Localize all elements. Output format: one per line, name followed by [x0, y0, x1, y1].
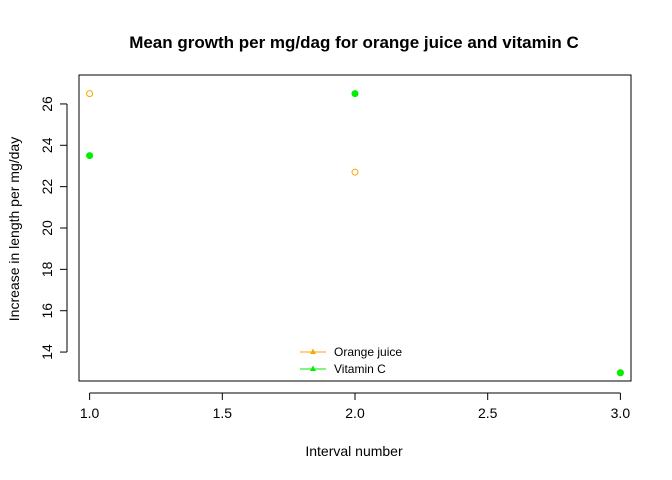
y-tick-label: 24	[39, 137, 55, 153]
data-points	[86, 90, 624, 377]
y-tick-label: 14	[39, 344, 55, 360]
y-tick-label: 18	[39, 261, 55, 277]
y-axis: 14 16 18 20 22 24 26	[39, 96, 68, 360]
y-tick-label: 22	[39, 179, 55, 195]
y-tick-label: 20	[39, 220, 55, 236]
legend-label-orange-juice: Orange juice	[334, 345, 402, 359]
x-tick-label: 2.0	[345, 405, 365, 421]
plot-area	[78, 74, 632, 382]
data-point-vitamin-c	[616, 369, 624, 377]
legend-marker-vitamin-c	[310, 365, 316, 371]
legend-label-vitamin-c: Vitamin C	[334, 362, 386, 376]
x-tick-label: 1.5	[213, 405, 233, 421]
x-tick-label: 3.0	[611, 405, 631, 421]
y-tick-label: 26	[39, 96, 55, 112]
data-point-orange-juice	[351, 168, 359, 176]
chart-title: Mean growth per mg/dag for orange juice …	[129, 33, 579, 52]
y-tick-label: 16	[39, 303, 55, 319]
data-point-vitamin-c	[86, 152, 94, 160]
y-axis-label: Increase in length per mg/day	[6, 137, 22, 321]
legend: Orange juice Vitamin C	[300, 345, 402, 376]
x-axis: 1.0 1.5 2.0 2.5 3.0	[80, 392, 631, 421]
x-tick-label: 2.5	[478, 405, 498, 421]
data-point-orange-juice	[86, 90, 94, 98]
x-axis-label: Interval number	[305, 443, 403, 459]
data-point-vitamin-c	[351, 90, 359, 98]
legend-marker-orange-juice	[310, 348, 316, 354]
x-tick-label: 1.0	[80, 405, 100, 421]
